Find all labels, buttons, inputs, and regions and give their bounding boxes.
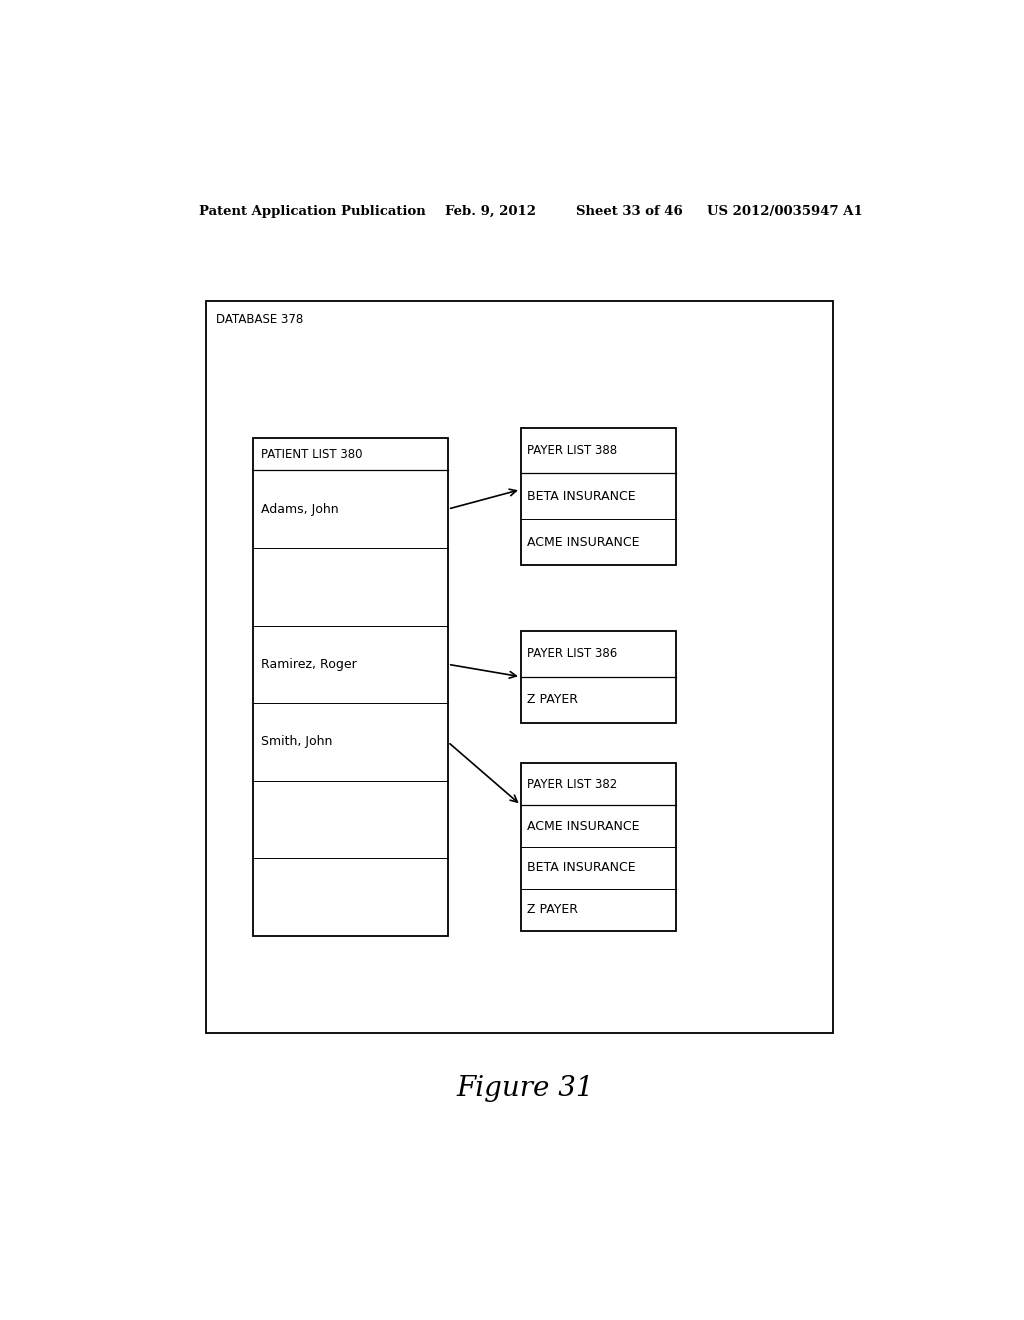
Text: Z PAYER: Z PAYER bbox=[527, 903, 579, 916]
Text: Smith, John: Smith, John bbox=[261, 735, 333, 748]
Bar bbox=[521, 428, 676, 565]
Bar bbox=[521, 763, 676, 931]
Bar bbox=[253, 438, 447, 936]
Text: Figure 31: Figure 31 bbox=[456, 1074, 594, 1102]
Text: Sheet 33 of 46: Sheet 33 of 46 bbox=[577, 205, 683, 218]
Text: Adams, John: Adams, John bbox=[261, 503, 339, 516]
Bar bbox=[206, 301, 833, 1032]
Bar bbox=[521, 631, 676, 722]
Text: PAYER LIST 386: PAYER LIST 386 bbox=[527, 647, 617, 660]
Text: ACME INSURANCE: ACME INSURANCE bbox=[527, 820, 640, 833]
Text: PAYER LIST 382: PAYER LIST 382 bbox=[527, 777, 617, 791]
Text: BETA INSURANCE: BETA INSURANCE bbox=[527, 490, 636, 503]
Text: US 2012/0035947 A1: US 2012/0035947 A1 bbox=[708, 205, 863, 218]
Text: Patent Application Publication: Patent Application Publication bbox=[200, 205, 426, 218]
Text: Feb. 9, 2012: Feb. 9, 2012 bbox=[445, 205, 537, 218]
Text: Ramirez, Roger: Ramirez, Roger bbox=[261, 657, 357, 671]
Text: PAYER LIST 388: PAYER LIST 388 bbox=[527, 444, 617, 457]
Text: PATIENT LIST 380: PATIENT LIST 380 bbox=[261, 447, 362, 461]
Text: BETA INSURANCE: BETA INSURANCE bbox=[527, 862, 636, 874]
Text: DATABASE 378: DATABASE 378 bbox=[216, 313, 303, 326]
Text: Z PAYER: Z PAYER bbox=[527, 693, 579, 706]
Text: ACME INSURANCE: ACME INSURANCE bbox=[527, 536, 640, 549]
